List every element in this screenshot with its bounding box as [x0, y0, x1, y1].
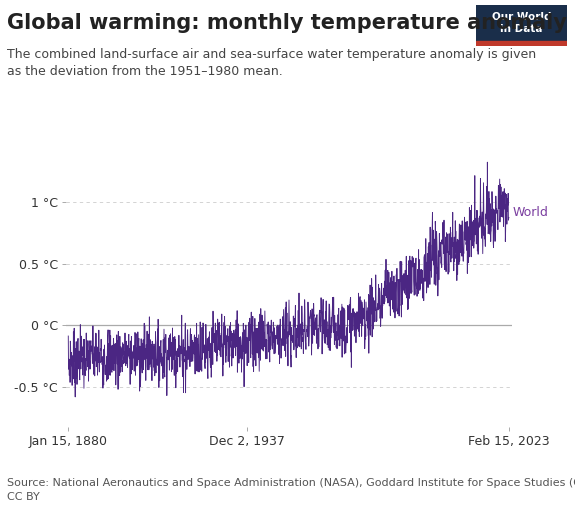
- Text: Source: National Aeronautics and Space Administration (NASA), Goddard Institute : Source: National Aeronautics and Space A…: [7, 478, 575, 502]
- Text: Our World: Our World: [492, 12, 551, 22]
- Text: in Data: in Data: [500, 24, 543, 34]
- Text: Global warming: monthly temperature anomaly: Global warming: monthly temperature anom…: [7, 13, 567, 33]
- Text: World: World: [513, 206, 549, 219]
- Text: The combined land-surface air and sea-surface water temperature anomaly is given: The combined land-surface air and sea-su…: [7, 48, 536, 78]
- Bar: [476, 41, 567, 46]
